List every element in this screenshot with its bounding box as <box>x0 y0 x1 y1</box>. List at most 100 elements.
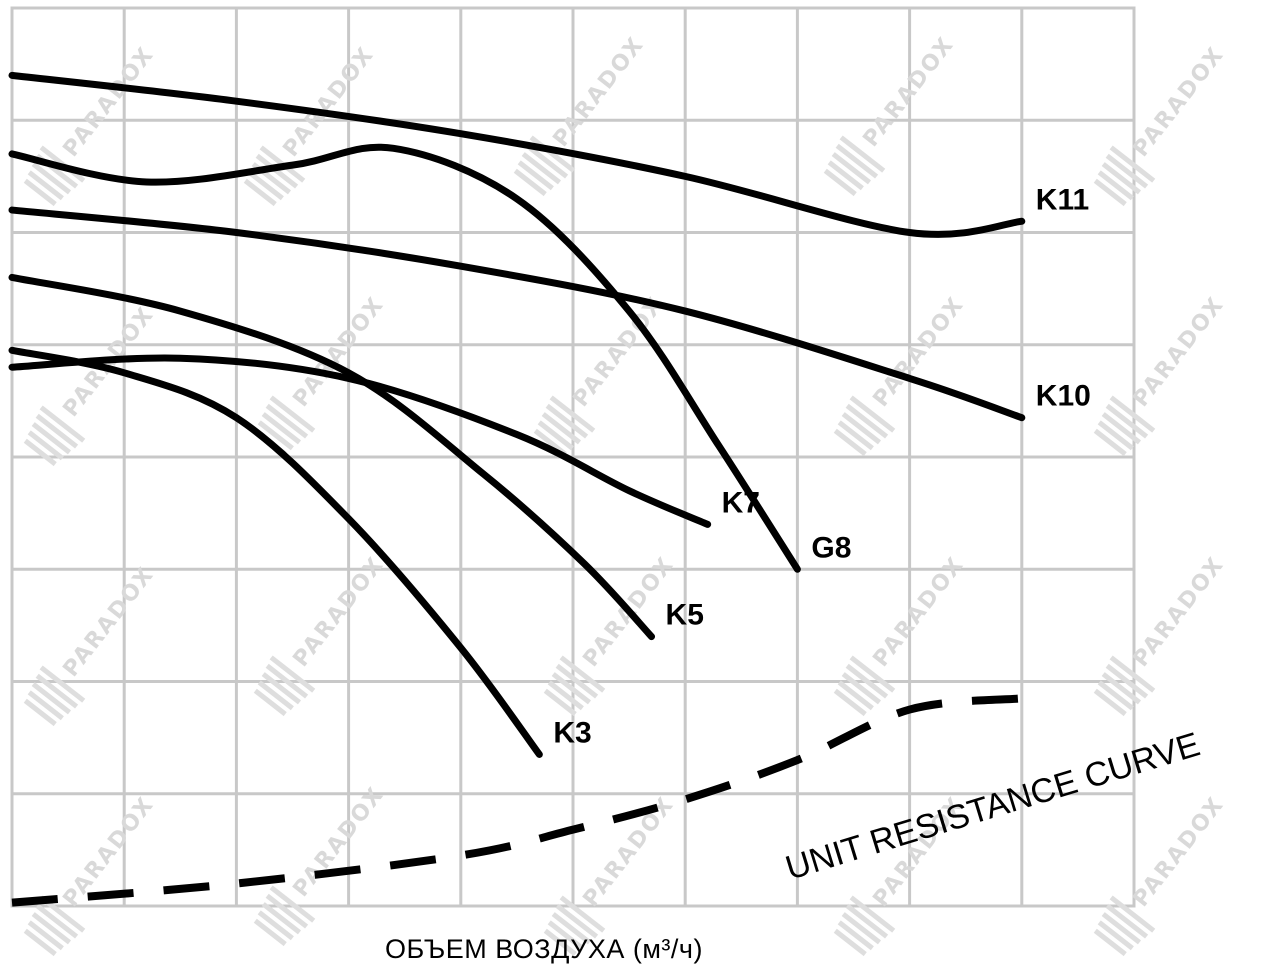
series-label-k7: K7 <box>722 486 760 519</box>
watermark: PARADOX <box>513 32 650 197</box>
watermark-logo-icon <box>555 663 599 699</box>
watermark-logo-icon <box>265 663 309 699</box>
series-label-g8: G8 <box>811 531 851 564</box>
watermark-text: PARADOX <box>1128 792 1229 912</box>
watermark-logo-icon <box>253 918 287 947</box>
chart-grid <box>12 8 1134 906</box>
watermark-logo-icon <box>559 655 606 693</box>
watermark-logo-icon <box>837 680 874 711</box>
watermark-logo-icon <box>1093 428 1127 457</box>
watermark-logo-icon <box>1093 178 1127 207</box>
watermark-text: PARADOX <box>568 292 669 412</box>
watermark-logo-icon <box>35 673 79 709</box>
watermark-logo-icon <box>555 903 599 939</box>
watermark-logo-icon <box>831 152 872 185</box>
watermark: PARADOX <box>1093 792 1230 957</box>
watermark-logo-icon <box>849 395 896 433</box>
watermark-logo-icon <box>243 178 277 207</box>
watermark-logo-icon <box>1097 420 1134 451</box>
watermark-text: PARADOX <box>278 42 379 162</box>
watermark-logo-icon <box>35 903 79 939</box>
watermark: PARADOX <box>23 562 160 727</box>
watermark-logo-icon <box>547 920 584 951</box>
series-line-unit-resistance-curve <box>11 694 1023 907</box>
watermark-text: PARADOX <box>1128 292 1229 412</box>
watermark-logo-icon <box>255 153 299 189</box>
watermark-logo-icon <box>253 688 287 717</box>
watermark: PARADOX <box>253 782 390 947</box>
watermark-logo-icon <box>35 413 79 449</box>
watermark-logo-icon <box>835 143 879 179</box>
watermark-logo-icon <box>39 895 86 933</box>
series-line-k7 <box>8 354 712 528</box>
watermark-logo-icon <box>31 422 72 455</box>
watermark-logo-icon <box>849 895 896 933</box>
watermark-logo-icon <box>1105 903 1149 939</box>
watermark-logo-icon <box>269 655 316 693</box>
watermark-logo-icon <box>1093 688 1127 717</box>
watermark-logo-icon <box>833 428 867 457</box>
watermark: PARADOX <box>533 292 670 457</box>
watermark: PARADOX <box>23 792 160 957</box>
watermark-logo-icon <box>1097 680 1134 711</box>
watermark-logo-icon <box>27 170 64 201</box>
watermark-logo-icon <box>551 672 592 705</box>
watermark-text: PARADOX <box>1128 552 1229 672</box>
series-label-k5: K5 <box>666 599 704 632</box>
watermark-logo-icon <box>841 912 882 945</box>
watermark-logo-icon <box>827 160 864 191</box>
watermark-logo-icon <box>845 903 889 939</box>
watermark: PARADOX <box>833 292 970 457</box>
watermark-logo-icon <box>261 412 302 445</box>
watermark-text: PARADOX <box>548 32 649 152</box>
watermark-logo-icon <box>23 698 57 727</box>
watermark-logo-icon <box>837 420 874 451</box>
watermark-logo-icon <box>521 152 562 185</box>
watermark-logo-icon <box>265 893 309 929</box>
watermark-logo-icon <box>1097 170 1134 201</box>
watermark-logo-icon <box>1109 655 1156 693</box>
watermark-logo-icon <box>559 895 606 933</box>
watermark-logo-icon <box>269 885 316 923</box>
watermark-logo-icon <box>257 910 294 941</box>
watermark-text: PARADOX <box>1128 42 1229 162</box>
watermark-logo-icon <box>849 655 896 693</box>
watermark-logo-icon <box>839 135 886 173</box>
watermark-logo-icon <box>513 168 547 197</box>
watermark-logo-icon <box>1105 153 1149 189</box>
watermark-logo-icon <box>833 928 867 957</box>
watermark-logo-icon <box>837 920 874 951</box>
watermark-logo-icon <box>1109 395 1156 433</box>
watermark-text: PARADOX <box>578 792 679 912</box>
watermark-text: PARADOX <box>58 562 159 682</box>
watermark-logo-icon <box>541 412 582 445</box>
watermark-logo-icon <box>517 160 554 191</box>
watermark-logo-icon <box>845 403 889 439</box>
watermark-logo-icon <box>547 680 584 711</box>
watermark-logo-icon <box>269 395 316 433</box>
watermark-logo-icon <box>525 143 569 179</box>
watermark-logo-icon <box>1109 895 1156 933</box>
watermark-logo-icon <box>39 405 86 443</box>
series-line-g8 <box>8 143 801 573</box>
watermark-logo-icon <box>23 178 57 207</box>
watermark-text: PARADOX <box>288 782 389 902</box>
watermark-logo-icon <box>537 420 574 451</box>
watermark-logo-icon <box>543 688 577 717</box>
watermark: PARADOX <box>1093 42 1230 207</box>
watermark-logo-icon <box>533 428 567 457</box>
series-line-k5 <box>8 273 656 641</box>
watermark: PARADOX <box>823 32 960 197</box>
watermark-logo-icon <box>1109 145 1156 183</box>
watermark-logo-icon <box>1101 912 1142 945</box>
watermark-logo-icon <box>27 430 64 461</box>
watermark: PARADOX <box>1093 292 1230 457</box>
watermark-logo-icon <box>1101 672 1142 705</box>
watermark-logo-icon <box>845 663 889 699</box>
watermark-logo-icon <box>23 928 57 957</box>
watermark-logo-icon <box>27 920 64 951</box>
watermark-logo-icon <box>1101 412 1142 445</box>
watermark-logo-icon <box>1105 403 1149 439</box>
watermark-logo-icon <box>257 420 294 451</box>
